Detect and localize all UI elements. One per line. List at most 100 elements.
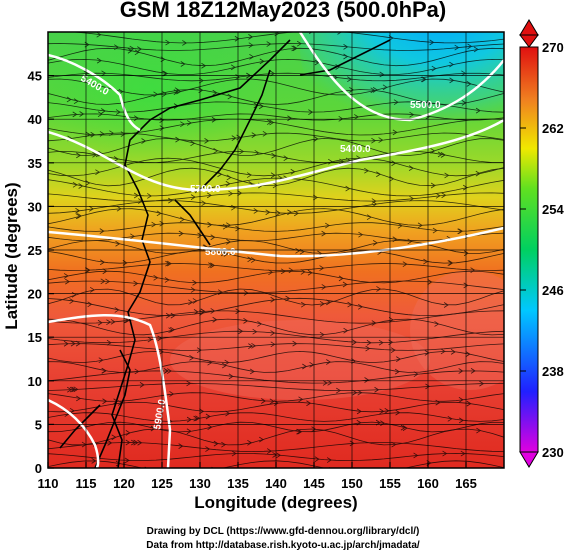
stream-arrow (75, 207, 81, 214)
stream-arrow (409, 195, 415, 202)
streamline (48, 192, 504, 202)
streamline (48, 318, 504, 336)
stream-arrow (319, 265, 325, 271)
stream-arrow (65, 278, 70, 285)
stream-arrow (295, 247, 301, 254)
stream-arrow (211, 116, 217, 123)
stream-arrow (186, 380, 192, 387)
stream-arrow (70, 340, 76, 347)
stream-arrow (186, 416, 192, 423)
stream-arrow (230, 64, 236, 71)
stream-arrow (66, 386, 72, 393)
stream-arrow (285, 295, 291, 302)
stream-arrow (378, 137, 384, 143)
stream-arrow (272, 182, 278, 189)
stream-arrow (166, 260, 172, 267)
stream-arrow (321, 230, 327, 237)
stream-arrow (449, 77, 455, 84)
stream-arrow (427, 279, 433, 285)
stream-arrow (463, 250, 469, 257)
stream-arrow (110, 318, 116, 325)
stream-arrow (102, 268, 108, 275)
streamline (48, 137, 504, 157)
stream-arrow (164, 277, 170, 283)
stream-arrow (153, 274, 159, 281)
stream-arrow (454, 44, 460, 51)
stream-arrow (466, 81, 472, 87)
streamline (48, 310, 504, 324)
stream-arrow (380, 420, 386, 427)
stream-arrow (234, 35, 240, 42)
stream-arrow (434, 321, 440, 327)
streamline (48, 101, 504, 113)
stream-arrow (449, 61, 455, 68)
stream-arrow (390, 347, 396, 354)
stream-arrow (210, 308, 216, 314)
stream-arrow (113, 156, 119, 162)
stream-arrow (137, 46, 143, 52)
stream-arrow (457, 228, 463, 235)
stream-arrow (193, 415, 199, 422)
colorbar: 230 238 246 254 262 270 (519, 19, 564, 468)
y-axis-ticks: 0 5 10 15 20 25 30 35 40 45 (28, 69, 54, 476)
stream-arrow (476, 427, 482, 434)
stream-arrow (364, 167, 370, 174)
stream-arrow (190, 140, 196, 147)
stream-arrow (111, 434, 117, 441)
stream-arrow (291, 45, 297, 52)
stream-arrow (72, 111, 78, 118)
stream-arrow (402, 261, 408, 268)
stream-arrow (440, 152, 446, 158)
stream-arrow (465, 351, 471, 357)
streamline (48, 280, 504, 294)
streamline (48, 250, 504, 264)
x-tick-label: 125 (151, 476, 173, 491)
colorbar-tick-label: 270 (542, 40, 564, 55)
stream-arrow (159, 125, 165, 131)
stream-arrow (308, 32, 313, 34)
stream-arrow (206, 192, 212, 199)
colorbar-tick-label: 262 (542, 121, 564, 136)
stream-arrow (207, 359, 213, 366)
stream-arrow (252, 328, 258, 335)
stream-arrow (199, 408, 205, 415)
stream-arrow (314, 456, 320, 462)
stream-arrow (258, 103, 264, 110)
stream-arrow (473, 46, 479, 53)
stream-arrow (269, 119, 275, 126)
stream-arrow (287, 209, 293, 216)
stream-arrow (461, 70, 467, 77)
stream-arrow (358, 231, 364, 238)
stream-arrow (376, 171, 382, 178)
stream-arrow (159, 220, 165, 227)
stream-arrow (325, 222, 330, 229)
stream-arrow (189, 354, 195, 361)
stream-arrow (107, 440, 113, 446)
stream-arrow (163, 368, 169, 374)
stream-arrow (157, 335, 163, 342)
stream-arrow (116, 205, 122, 212)
y-tick-label: 30 (28, 199, 42, 214)
height-contours (48, 32, 504, 468)
stream-arrow (374, 386, 380, 393)
stream-arrow (115, 460, 121, 467)
streamline (48, 32, 504, 44)
stream-arrow (270, 296, 276, 303)
stream-arrow (207, 424, 213, 430)
x-tick-label: 115 (76, 476, 97, 491)
stream-arrow (85, 267, 91, 274)
stream-arrow (392, 129, 398, 136)
stream-arrow (280, 268, 286, 275)
stream-arrow (109, 130, 115, 137)
stream-arrow (462, 184, 468, 191)
chart-title: GSM 18Z12May2023 (500.0hPa) (119, 0, 447, 22)
stream-arrow (96, 32, 102, 38)
stream-arrow (223, 251, 229, 257)
stream-arrow (197, 232, 203, 239)
stream-arrow (130, 439, 136, 446)
stream-arrow (165, 260, 171, 267)
stream-arrow (153, 91, 159, 98)
stream-arrow (458, 368, 464, 374)
stream-arrow (259, 58, 265, 65)
stream-arrow (283, 155, 289, 162)
